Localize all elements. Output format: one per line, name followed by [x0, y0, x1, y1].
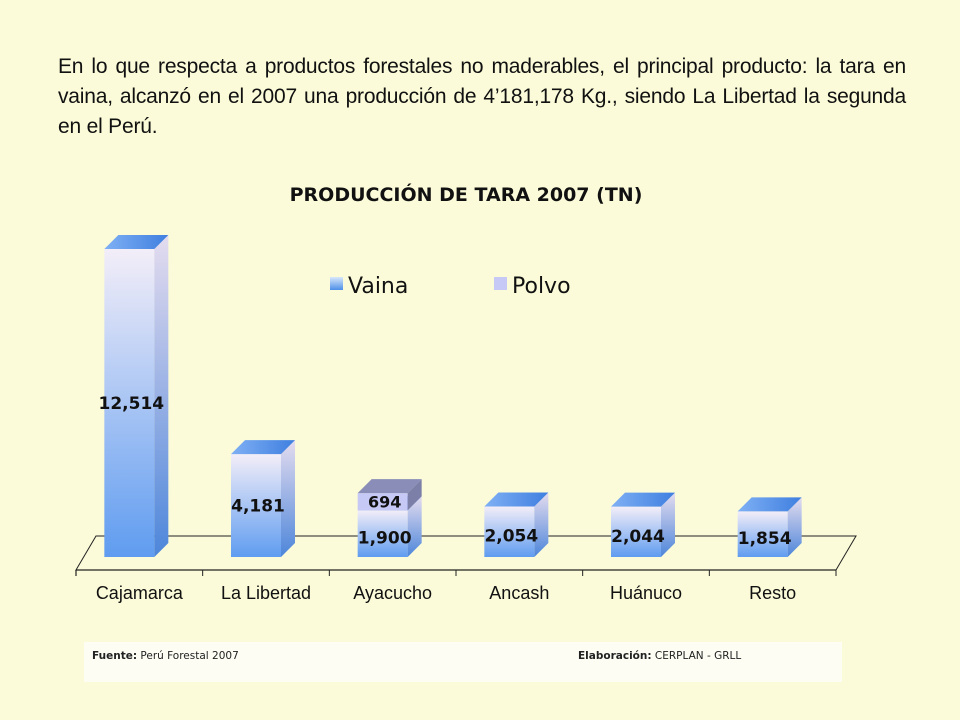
bar-polvo-top [357, 479, 422, 494]
source-note: Fuente: Perú Forestal 2007 [92, 650, 239, 662]
bar-hu-nuco: 2,044 [611, 492, 675, 557]
data-label-polvo: 694 [368, 493, 401, 512]
bar-vaina-front [104, 248, 155, 557]
bar-resto: 1,854 [737, 497, 802, 557]
elaboration-note: Elaboración: CERPLAN - GRLL [578, 650, 741, 662]
bar-vaina-top [737, 497, 802, 512]
data-label-vaina: 2,054 [484, 527, 538, 547]
bar-vaina-side [154, 234, 169, 557]
category-labels: Cajamarca La Libertad Ayacucho Ancash Huánuc… [96, 583, 796, 603]
bar-vaina-front [737, 511, 788, 557]
bar-vaina-side [281, 440, 295, 557]
elaboration-value: CERPLAN - GRLL [654, 650, 742, 662]
data-label-vaina: 4,181 [231, 497, 285, 517]
legend: Vaina Polvo [330, 274, 571, 299]
bar-vaina-side [534, 492, 549, 557]
category-label: La Libertad [221, 583, 311, 603]
legend-label-vaina: Vaina [348, 274, 408, 299]
bar-polvo-side [407, 479, 422, 511]
category-label: Resto [749, 583, 796, 603]
chart-footer: Fuente: Perú Forestal 2007 Elaboración: … [84, 642, 842, 682]
category-label: Ayacucho [353, 583, 432, 603]
tara-production-chart: PRODUCCIÓN DE TARA 2007 (TN) 12,514 4,181… [75, 182, 857, 603]
category-label: Huánuco [610, 583, 682, 603]
bar-vaina-front [357, 510, 408, 557]
bar-vaina-top [104, 234, 169, 249]
legend-swatch-polvo [494, 277, 507, 290]
legend-swatch-vaina [330, 277, 343, 290]
intro-paragraph: En lo que respecta a productos forestale… [58, 55, 906, 138]
data-label-vaina: 2,044 [611, 527, 665, 547]
bar-ancash: 2,054 [484, 492, 549, 557]
bars-group: 12,514 4,181 694 1,900 2,054 2,044 1,854 [99, 234, 802, 557]
source-value: Perú Forestal 2007 [140, 650, 239, 662]
bar-vaina-side [407, 496, 422, 557]
category-label: Ancash [489, 583, 549, 603]
bar-vaina-top [231, 440, 295, 455]
chart-title: PRODUCCIÓN DE TARA 2007 (TN) [290, 182, 643, 206]
bar-vaina-top [484, 492, 549, 507]
bar-cajamarca: 12,514 [99, 234, 169, 557]
bar-vaina-side [661, 492, 675, 557]
elaboration-label: Elaboración: [578, 650, 652, 662]
category-label: Cajamarca [96, 583, 184, 603]
bar-ayacucho: 694 1,900 [357, 479, 422, 557]
data-label-vaina: 1,900 [358, 529, 412, 549]
category-ticks [202, 570, 837, 576]
data-label-vaina: 12,514 [99, 394, 165, 414]
source-label: Fuente: [92, 650, 138, 662]
bar-vaina-top [611, 492, 675, 507]
bar-polvo-front [357, 493, 408, 511]
bar-vaina-front [611, 506, 661, 557]
data-label-vaina: 1,854 [738, 529, 792, 549]
bar-la-libertad: 4,181 [231, 440, 295, 557]
bar-vaina-front [231, 454, 281, 557]
bar-vaina-side [787, 497, 802, 557]
legend-label-polvo: Polvo [512, 274, 571, 299]
bar-vaina-front [484, 506, 535, 557]
